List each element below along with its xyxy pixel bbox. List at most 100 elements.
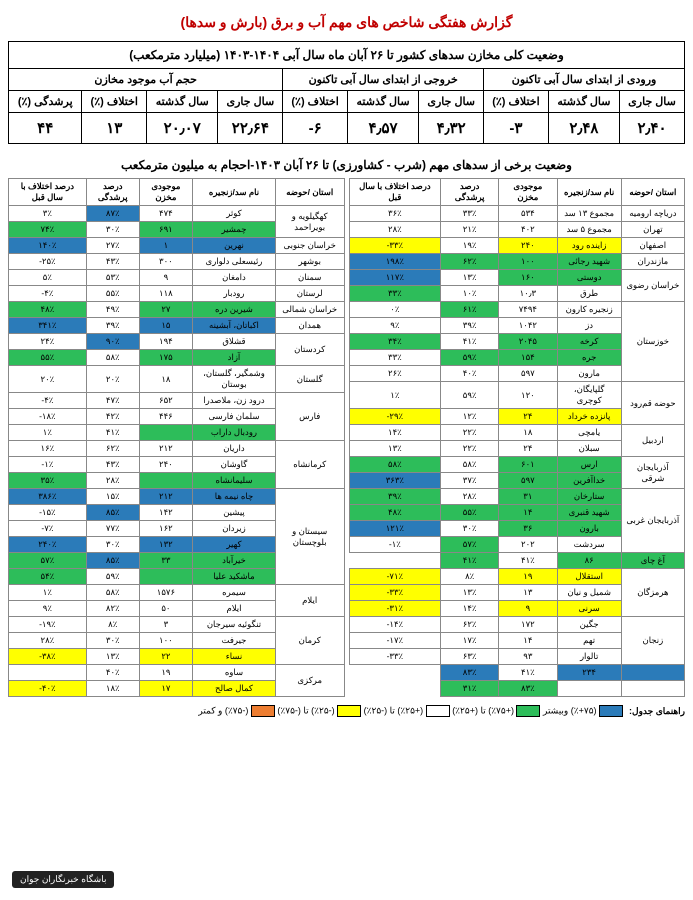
dam-row: مازندرانشهید رجائی۱۰۰۶۲٪۱۹۸٪ <box>349 254 685 270</box>
diff-cell: ۲۰٪ <box>9 366 87 393</box>
dam-name-cell <box>621 681 684 697</box>
diff-cell: -۳۳٪ <box>349 585 441 601</box>
fill-cell: ۴۱٪ <box>441 334 499 350</box>
dam-name-cell: سلمان فارسی <box>193 409 276 425</box>
volume-cell: ۳ <box>139 617 192 633</box>
volume-cell <box>557 681 621 697</box>
dam-name-cell: یامچی <box>557 425 621 441</box>
dam-row: اردبیلیامچی۱۸۲۲٪۱۴٪ <box>349 425 685 441</box>
dam-name-cell: درود زن، ملاصدرا <box>193 393 276 409</box>
summary-val: ۲٫۴۰ <box>620 113 685 144</box>
fill-cell: ۲۸٪ <box>86 473 139 489</box>
province-cell: فارس <box>275 393 344 441</box>
province-cell: اردبیل <box>621 425 684 457</box>
dam-name-cell: پانزده خرداد <box>557 409 621 425</box>
dam-row: دریاچه ارومیهمجموع ۱۳ سد۵۳۴۳۳٪۳۶٪ <box>349 206 685 222</box>
dam-name-cell: شهید رجائی <box>557 254 621 270</box>
volume-cell: ۱۰۰ <box>499 254 558 270</box>
dam-row: خراسان جنوبینهرین۱۲۷٪۱۴۰٪ <box>9 238 345 254</box>
diff-cell: ۵۸٪ <box>349 457 441 473</box>
fill-cell: ۱۳٪ <box>441 585 499 601</box>
province-cell: گلستان <box>275 366 344 393</box>
dam-name-cell: بارون <box>557 521 621 537</box>
legend-label: (+۲۵٪) تا (-۲۵٪) <box>361 705 426 715</box>
dam-name-cell: مجموع ۱۳ سد <box>557 206 621 222</box>
volume-cell: ۶۵۲ <box>139 393 192 409</box>
volume-cell: ۱ <box>139 238 192 254</box>
summary-group: ورودی از ابتدای سال آبی تاکنون <box>484 69 685 91</box>
fill-cell: ۸۵٪ <box>86 505 139 521</box>
fill-cell: ۳۰٪ <box>86 537 139 553</box>
diff-cell: ۴۸٪ <box>9 302 87 318</box>
diff-cell: ۳٪ <box>9 206 87 222</box>
province-cell: کردستان <box>275 334 344 366</box>
dam-name-cell: ارس <box>557 457 621 473</box>
volume-cell: ۳۰۰ <box>139 254 192 270</box>
fill-cell: ۱۰٪ <box>441 286 499 302</box>
volume-cell: ۲۱۲ <box>139 489 192 505</box>
province-cell: مازندران <box>621 254 684 270</box>
fill-cell: ۶۱٪ <box>441 302 499 318</box>
fill-cell: ۳۹٪ <box>86 318 139 334</box>
fill-cell: ۹۰٪ <box>86 334 139 350</box>
province-cell: زنجان <box>621 617 684 665</box>
volume-cell: ۱۰۴۲ <box>499 318 558 334</box>
diff-cell: ۳۶٪ <box>349 206 441 222</box>
diff-cell: ۵۴٪ <box>9 569 87 585</box>
diff-cell: ۱۲۱٪ <box>349 521 441 537</box>
dam-name-cell: زاینده رود <box>557 238 621 254</box>
province-cell: خراسان جنوبی <box>275 238 344 254</box>
dam-row: همداناکباتان، آبشینه۱۵۳۹٪۳۴۱٪ <box>9 318 345 334</box>
fill-cell: ۸۳٪ <box>499 681 558 697</box>
volume-cell: ۱۳۲ <box>139 537 192 553</box>
province-cell: خراسان شمالی <box>275 302 344 318</box>
volume-cell: ۹ <box>499 601 558 617</box>
province-cell: بوشهر <box>275 254 344 270</box>
volume-cell: ۱۹ <box>499 569 558 585</box>
fill-cell: ۴۱٪ <box>499 665 558 681</box>
legend-label: (۷۵+٪) وبیشتر <box>540 705 599 715</box>
fill-cell: ۳۰٪ <box>441 521 499 537</box>
dam-row: کرمانشاهداریان۲۱۲۶۲٪۱۶٪ <box>9 441 345 457</box>
fill-cell: ۴۷٪ <box>86 393 139 409</box>
summary-group: حجم آب موجود مخازن <box>9 69 283 91</box>
diff-cell: ۳۳٪ <box>349 350 441 366</box>
diff-cell: -۷٪ <box>9 521 87 537</box>
legend-swatch <box>251 705 275 717</box>
dam-name-cell: تنگوئیه سیرجان <box>193 617 276 633</box>
volume-cell: ۱۰۰ <box>139 633 192 649</box>
footer-logo: باشگاه خبرنگاران جوان <box>12 871 114 888</box>
volume-cell: ۲۴۰ <box>139 457 192 473</box>
volume-cell <box>139 473 192 489</box>
dam-name-cell: دامغان <box>193 270 276 286</box>
dam-name-cell: رودبار <box>193 286 276 302</box>
fill-cell: ۶۳٪ <box>441 649 499 665</box>
dam-name-cell: جگین <box>557 617 621 633</box>
dam-row: کرمانتنگوئیه سیرجان۳۸٪-۱۹٪ <box>9 617 345 633</box>
dam-name-cell: سلیمانشاه <box>193 473 276 489</box>
diff-cell: ۴۱٪ <box>441 553 499 569</box>
fill-cell: ۴۳٪ <box>86 254 139 270</box>
volume-cell: ۱۹۴ <box>139 334 192 350</box>
dam-header: درصد پرشدگی <box>86 179 139 206</box>
province-cell: آذربایجان غربی <box>621 489 684 553</box>
dam-name-cell: پیشین <box>193 505 276 521</box>
volume-cell: ۱۸ <box>139 366 192 393</box>
dam-name-cell: مارون <box>557 366 621 382</box>
diff-cell: ۵۵٪ <box>9 350 87 366</box>
volume-cell: ۲۱۲ <box>139 441 192 457</box>
volume-cell: ۴۷۴ <box>139 206 192 222</box>
volume-cell: ۱۲۰ <box>499 382 558 409</box>
dam-row: آذربایجان شرقیارس۶۰۱۵۸٪۵۸٪ <box>349 457 685 473</box>
summary-val: ۱۳ <box>82 113 147 144</box>
province-cell: سیستان و بلوچستان <box>275 489 344 585</box>
diff-cell: -۱۵٪ <box>9 505 87 521</box>
diff-cell: ۳۴٪ <box>349 334 441 350</box>
summary-col: اختلاف (٪) <box>484 91 549 113</box>
dam-name-cell: کرخه <box>557 334 621 350</box>
dam-row: آذربایجان غربیستارخان۳۱۲۸٪۳۹٪ <box>349 489 685 505</box>
volume-cell: ۱۷۲ <box>499 617 558 633</box>
volume-cell: ۲۴ <box>499 441 558 457</box>
dam-name-cell: گلپایگان، کوچری <box>557 382 621 409</box>
diff-cell: ۵٪ <box>9 270 87 286</box>
